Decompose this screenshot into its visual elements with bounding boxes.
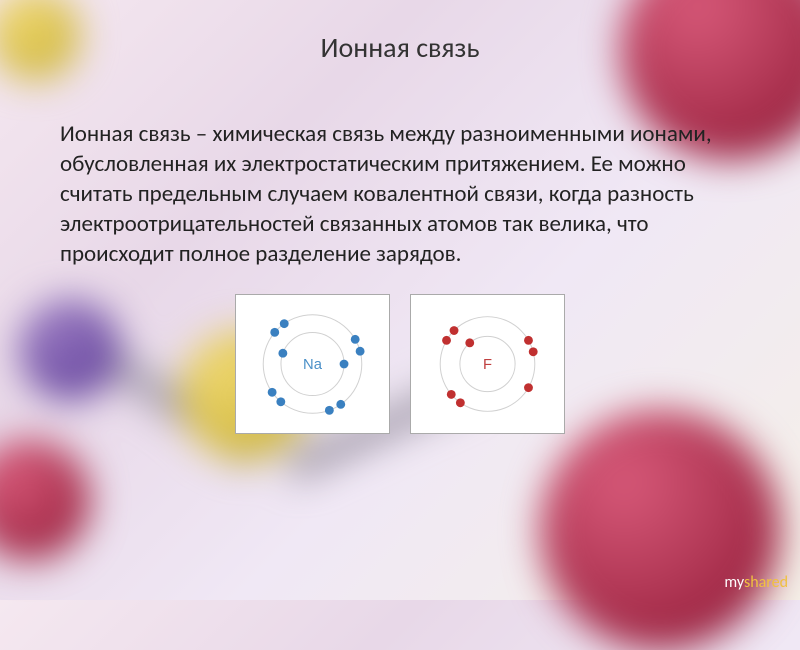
svg-text:F: F: [483, 357, 492, 373]
footer-shared: shared: [744, 573, 788, 592]
slide-content: Ионная связь Ионная связь – химическая с…: [0, 0, 800, 454]
slide-title: Ионная связь: [60, 30, 740, 65]
atom-svg-na: Na: [236, 295, 389, 433]
bg-sphere-red: [0, 440, 90, 560]
footer-watermark: myshared: [724, 573, 788, 592]
slide-body-text: Ионная связь – химическая связь между ра…: [60, 120, 740, 269]
atom-diagrams: Na F: [60, 294, 740, 434]
footer-my: my: [724, 573, 744, 592]
atom-diagram-na: Na: [235, 294, 390, 434]
atom-diagram-f: F: [410, 294, 565, 434]
svg-text:Na: Na: [303, 357, 323, 373]
atom-svg-f: F: [411, 295, 564, 433]
